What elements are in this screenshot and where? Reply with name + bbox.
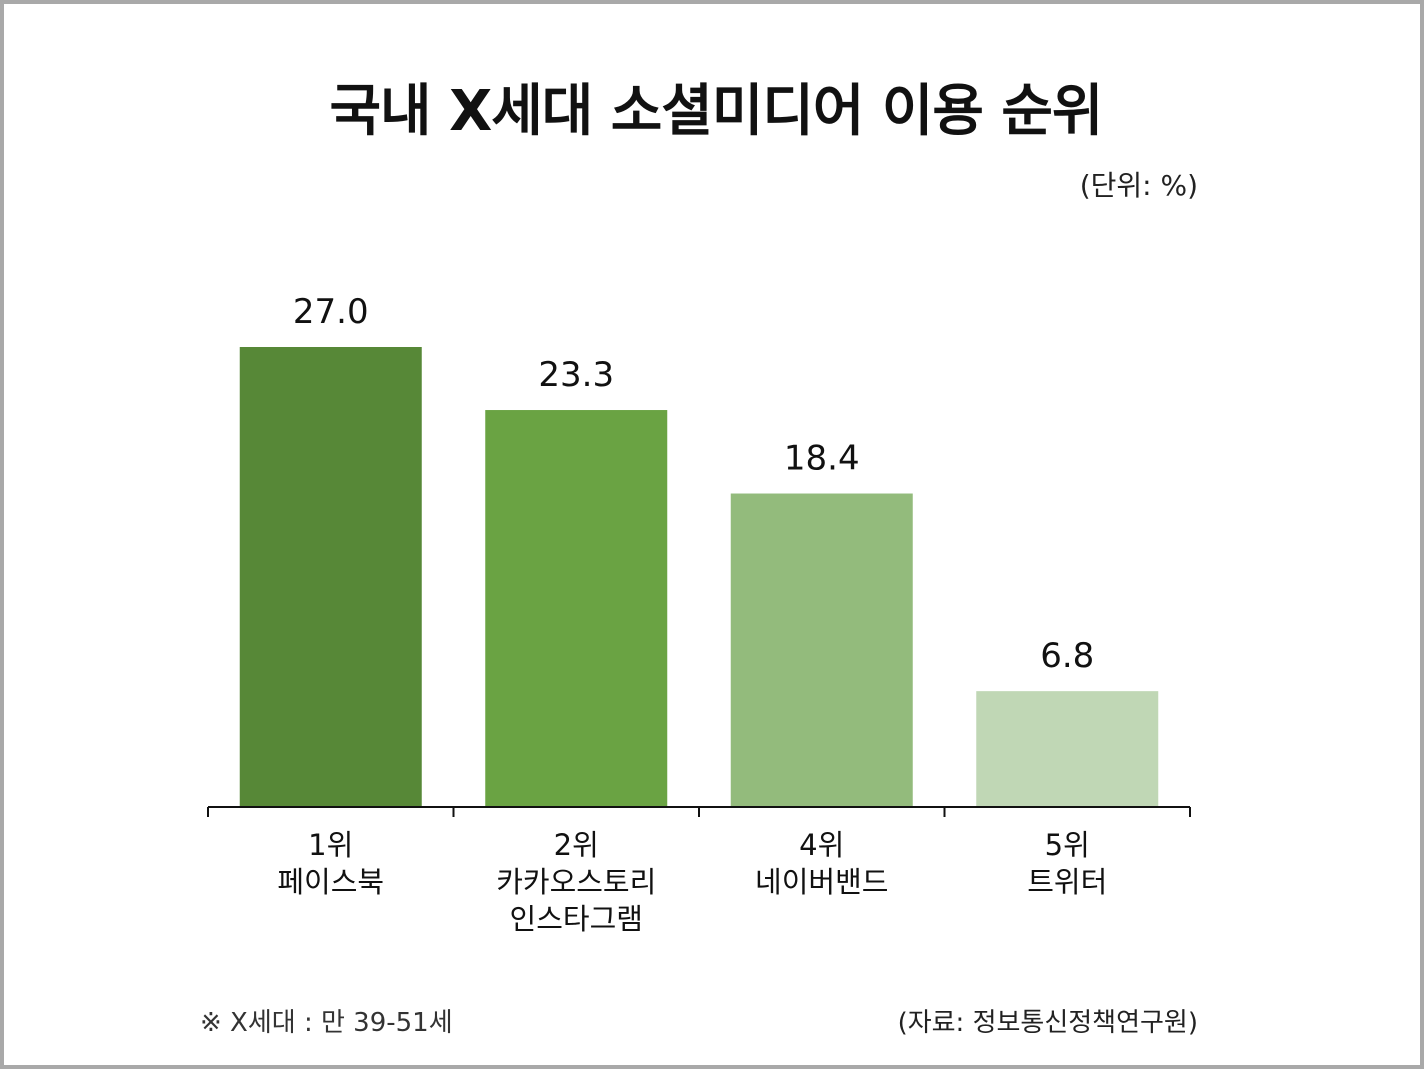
category-label-2-3: 인스타그램 xyxy=(510,902,643,936)
value-label-2: 23.3 xyxy=(538,355,614,395)
category-label-1-2: 페이스북 xyxy=(277,865,384,899)
bar-1 xyxy=(239,347,422,807)
category-label-1-1: 1위 xyxy=(308,828,353,862)
bar-3 xyxy=(730,493,913,807)
chart-title: 국내 X세대 소셜미디어 이용 순위 xyxy=(329,79,1104,144)
footnote: ※ X세대 : 만 39-51세 xyxy=(200,1008,453,1038)
category-label-4-1: 5위 xyxy=(1045,828,1090,862)
value-label-4: 6.8 xyxy=(1040,636,1094,676)
category-label-2-1: 2위 xyxy=(554,828,599,862)
bar-2 xyxy=(485,410,668,807)
category-label-2-2: 카카오스토리 xyxy=(496,865,656,899)
category-label-4-2: 트위터 xyxy=(1027,865,1107,899)
value-label-1: 27.0 xyxy=(293,292,369,332)
bar-4 xyxy=(976,691,1159,807)
category-label-3-1: 4위 xyxy=(799,828,844,862)
value-label-3: 18.4 xyxy=(784,439,860,479)
category-label-3-2: 네이버밴드 xyxy=(755,865,888,899)
unit-label: (단위: %) xyxy=(1079,169,1198,202)
source-label: (자료: 정보통신정책연구원) xyxy=(897,1008,1198,1038)
